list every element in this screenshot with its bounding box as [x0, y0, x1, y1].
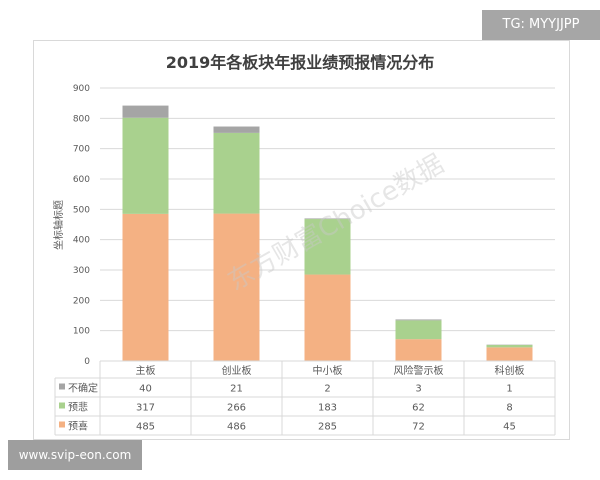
data-table-value: 8: [506, 403, 512, 414]
bar-segment: [304, 219, 351, 275]
data-table-value: 72: [412, 422, 425, 433]
y-tick-label: 400: [73, 236, 90, 246]
category-label: 科创板: [495, 364, 525, 377]
category-label: 风险警示板: [394, 364, 444, 377]
data-table-value: 40: [139, 384, 152, 395]
bar-segment: [395, 320, 442, 340]
bar-segment: [395, 319, 442, 321]
data-table-value: 485: [136, 422, 155, 433]
y-tick-label: 700: [73, 145, 90, 155]
y-tick-label: 500: [73, 205, 90, 215]
data-table-value: 3: [415, 384, 421, 395]
legend-swatch: [59, 383, 65, 390]
bar-segment: [486, 344, 533, 348]
bar-segment: [122, 117, 169, 214]
bar-segment: [122, 213, 169, 361]
y-tick-label: 900: [73, 84, 90, 94]
category-label: 中小板: [313, 364, 343, 377]
data-table-value: 1: [506, 384, 512, 395]
data-table-value: 21: [230, 384, 243, 395]
bar-segment: [213, 132, 260, 214]
bar-segment: [213, 213, 260, 361]
data-table-value: 183: [318, 403, 337, 414]
y-axis-label: 坐标轴标题: [52, 200, 65, 250]
bar-segment: [122, 105, 169, 118]
legend-swatch: [59, 421, 65, 428]
bar-segment: [395, 339, 442, 361]
site-footer-badge: www.svip-eon.com: [8, 440, 142, 470]
data-table-value: 486: [227, 422, 246, 433]
y-tick-label: 200: [73, 296, 90, 306]
chart-frame: [33, 40, 570, 440]
y-tick-label: 800: [73, 114, 90, 124]
y-tick-label: 600: [73, 175, 90, 185]
legend-label: 不确定: [68, 382, 98, 395]
legend-swatch: [59, 402, 65, 409]
category-label: 创业板: [222, 364, 252, 377]
category-label: 主板: [136, 364, 156, 377]
data-table-value: 62: [412, 403, 425, 414]
chart-title: 2019年各板块年报业绩预报情况分布: [166, 53, 435, 72]
tg-badge: TG: MYYJJPP: [482, 10, 600, 40]
data-table-value: 285: [318, 422, 337, 433]
bar-segment: [213, 126, 260, 133]
y-tick-label: 0: [84, 357, 90, 367]
data-table-value: 317: [136, 403, 155, 414]
data-table-value: 45: [503, 422, 516, 433]
data-table-value: 266: [227, 403, 246, 414]
bar-segment: [486, 347, 533, 361]
legend-label: 预悲: [68, 401, 88, 414]
legend-label: 预喜: [68, 420, 88, 433]
y-tick-label: 300: [73, 266, 90, 276]
bar-segment: [304, 274, 351, 361]
y-tick-label: 100: [73, 327, 90, 337]
bar-segment: [304, 218, 351, 220]
data-table-value: 2: [324, 384, 330, 395]
